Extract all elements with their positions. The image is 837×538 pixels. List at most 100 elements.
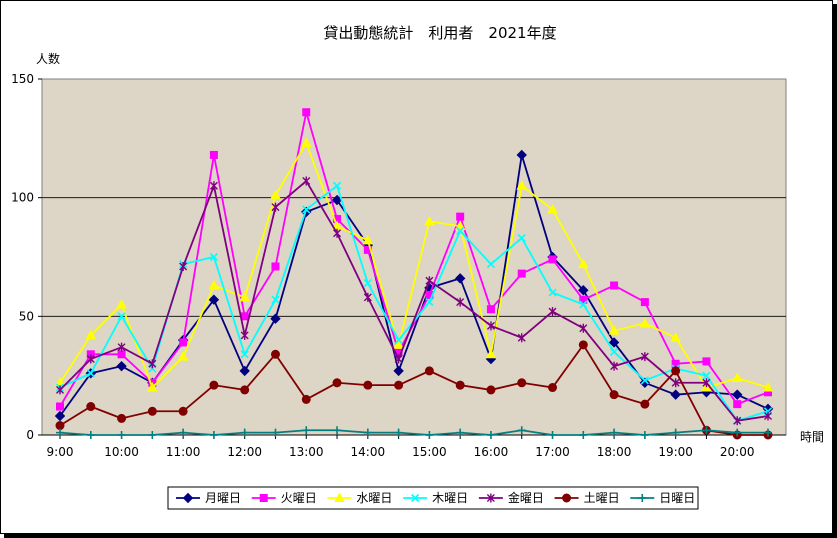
x-tick-label-19:00: 19:00 (658, 445, 693, 459)
data-point-7-22 (702, 426, 711, 435)
x-tick-label-9:00: 9:00 (47, 445, 74, 459)
data-point-5-1 (56, 385, 64, 395)
data-point-1-10 (331, 194, 343, 206)
data-point-5-5 (179, 261, 188, 271)
data-point-3-21 (670, 332, 682, 342)
legend-marker-5 (486, 493, 495, 503)
data-point-6-21 (671, 366, 681, 376)
data-point-6-18 (578, 340, 588, 350)
data-point-2-1 (56, 402, 64, 411)
data-point-7-11 (363, 428, 372, 437)
y-tick-label-150: 150 (11, 72, 34, 86)
data-point-4-19 (610, 347, 619, 356)
x-tick-label-12:00: 12:00 (227, 445, 262, 459)
y-tick-label-100: 100 (11, 191, 34, 205)
series-7 (56, 426, 772, 439)
data-point-2-7 (240, 312, 249, 321)
data-point-3-24 (762, 382, 774, 392)
data-point-7-16 (517, 426, 526, 435)
data-point-6-11 (363, 380, 373, 390)
data-point-3-16 (516, 180, 528, 190)
data-point-6-3 (117, 413, 127, 423)
data-point-2-22 (702, 357, 711, 366)
y-tick-label-50: 50 (19, 309, 34, 323)
data-point-1-1 (54, 410, 66, 422)
data-point-7-21 (671, 428, 680, 437)
data-point-3-19 (608, 325, 620, 335)
data-point-7-4 (148, 431, 157, 439)
data-point-5-6 (209, 181, 218, 191)
series-group (54, 108, 774, 440)
data-point-6-13 (424, 366, 434, 376)
data-point-1-19 (608, 337, 620, 348)
data-point-3-20 (639, 317, 651, 328)
data-point-3-12 (393, 339, 404, 349)
data-point-7-24 (764, 428, 772, 437)
data-point-6-14 (455, 380, 465, 390)
x-tick-label-11:00: 11:00 (166, 445, 201, 459)
legend-marker-3 (334, 492, 345, 502)
data-point-6-2 (86, 402, 96, 412)
data-point-5-23 (733, 416, 742, 426)
x-axis-label: 時間 (800, 430, 824, 444)
data-point-7-3 (117, 431, 126, 439)
legend-label-1: 月曜日 (205, 491, 241, 505)
data-point-4-15 (486, 260, 496, 269)
data-point-3-5 (177, 351, 189, 361)
data-point-6-8 (270, 349, 280, 359)
data-point-3-13 (424, 215, 435, 226)
data-point-1-21 (670, 389, 681, 400)
data-point-6-4 (147, 406, 157, 416)
grid-lines (42, 197, 786, 317)
data-point-5-3 (117, 342, 126, 352)
data-point-5-10 (333, 228, 342, 238)
legend-item-5: 金曜日 (478, 490, 544, 505)
data-point-6-15 (486, 385, 496, 395)
data-point-5-13 (425, 276, 434, 286)
legend-label-5: 金曜日 (508, 490, 544, 505)
series-line-6 (59, 343, 768, 436)
series-2 (56, 108, 772, 411)
x-tick-label-10:00: 10:00 (104, 445, 139, 459)
data-point-5-14 (456, 297, 465, 307)
data-point-7-18 (579, 431, 588, 439)
legend-marker-7 (638, 494, 647, 502)
data-point-3-17 (547, 204, 558, 214)
legend-box (167, 486, 699, 510)
data-point-3-3 (116, 298, 127, 309)
legend: 月曜日 火曜日 水曜日 木曜日 金曜日 土曜日 日曜日 (167, 486, 699, 510)
data-point-7-19 (610, 428, 619, 437)
data-point-7-10 (333, 426, 342, 435)
legend-marker-1 (182, 492, 194, 504)
data-point-6-12 (394, 380, 404, 390)
data-point-3-18 (577, 258, 589, 269)
data-point-5-20 (640, 352, 649, 362)
x-tick-label-20:00: 20:00 (720, 445, 755, 459)
data-point-5-17 (548, 307, 557, 317)
data-point-6-7 (240, 385, 250, 395)
data-point-7-7 (240, 428, 249, 437)
data-point-7-2 (86, 431, 95, 439)
data-point-7-1 (56, 428, 64, 437)
data-point-6-17 (548, 383, 558, 393)
x-tick-label-14:00: 14:00 (351, 445, 386, 459)
data-point-7-17 (548, 431, 557, 439)
data-point-7-13 (425, 431, 434, 439)
data-point-1-20 (639, 377, 651, 388)
legend-item-3: 水曜日 (327, 491, 392, 505)
y-axis-ticks: 0 50 100 150 (11, 72, 786, 442)
data-point-1-16 (516, 149, 527, 161)
data-point-1-12 (393, 365, 404, 377)
series-3 (54, 137, 774, 392)
series-line-2 (59, 111, 769, 407)
chart-title: 貸出動態統計 利用者 2021年度 (323, 24, 556, 42)
data-point-4-22 (702, 371, 711, 380)
x-tick-label-18:00: 18:00 (597, 445, 632, 459)
data-point-4-20 (640, 376, 649, 385)
data-point-1-3 (116, 360, 127, 372)
data-point-2-20 (640, 298, 649, 307)
data-point-6-20 (640, 399, 650, 409)
data-point-5-16 (517, 333, 526, 343)
data-point-4-12 (394, 336, 403, 345)
